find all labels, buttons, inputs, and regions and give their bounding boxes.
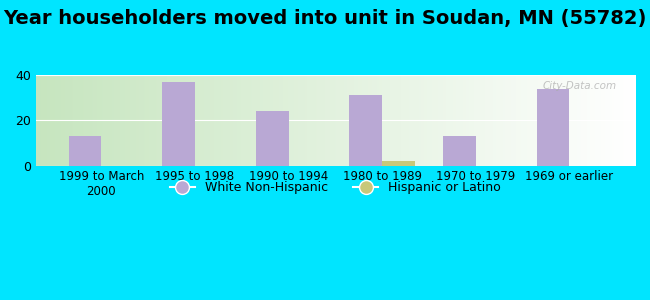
Bar — [68, 136, 101, 166]
Bar — [537, 88, 569, 166]
Bar — [162, 82, 195, 166]
Text: Year householders moved into unit in Soudan, MN (55782): Year householders moved into unit in Sou… — [3, 9, 647, 28]
Bar — [443, 136, 476, 166]
Bar — [350, 95, 382, 166]
Bar — [256, 111, 289, 166]
Text: City-Data.com: City-Data.com — [543, 81, 617, 91]
Bar — [382, 161, 415, 166]
Legend: White Non-Hispanic, Hispanic or Latino: White Non-Hispanic, Hispanic or Latino — [165, 176, 506, 199]
